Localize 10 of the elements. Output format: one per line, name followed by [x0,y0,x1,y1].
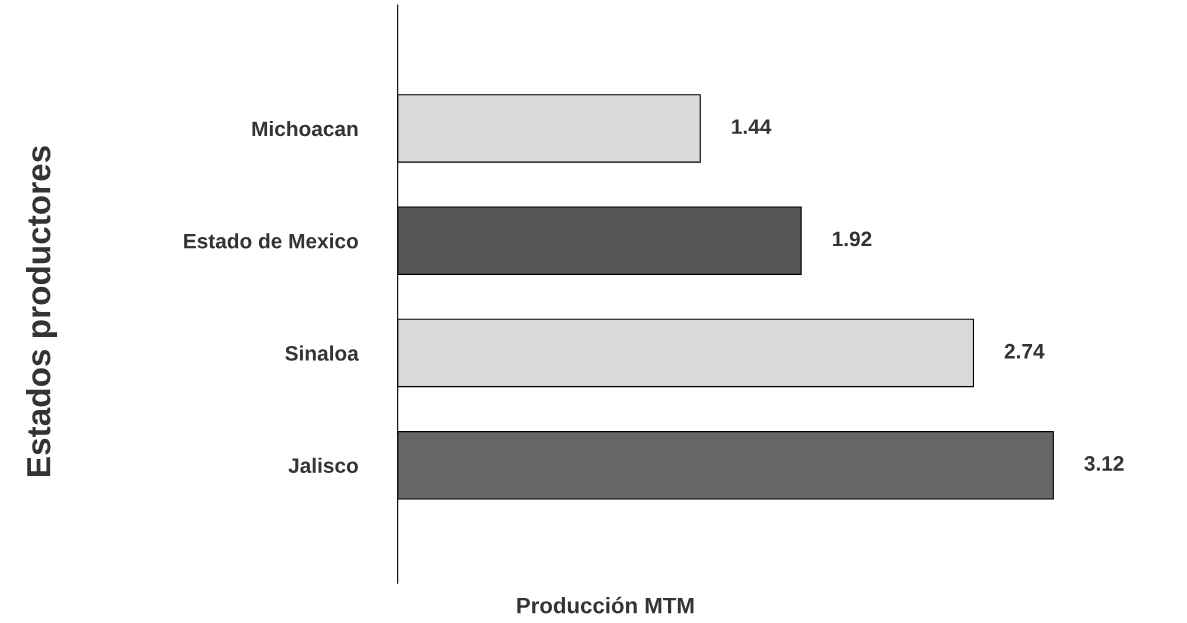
y-tick-label: Estado de Mexico [184,233,358,249]
y-tick-label: Sinaloa [285,345,359,361]
data-label: 1.92 [833,231,872,247]
y-tick-label: Michoacan [252,120,358,137]
data-label: 1.44 [732,119,772,134]
data-label: 3.12 [1084,456,1124,471]
x-axis-title: Producción MTM [517,596,694,614]
y-tick-label: Jalisco [288,457,358,474]
y-axis-title: Estados productores [26,146,58,476]
data-label: 2.74 [1004,343,1045,359]
